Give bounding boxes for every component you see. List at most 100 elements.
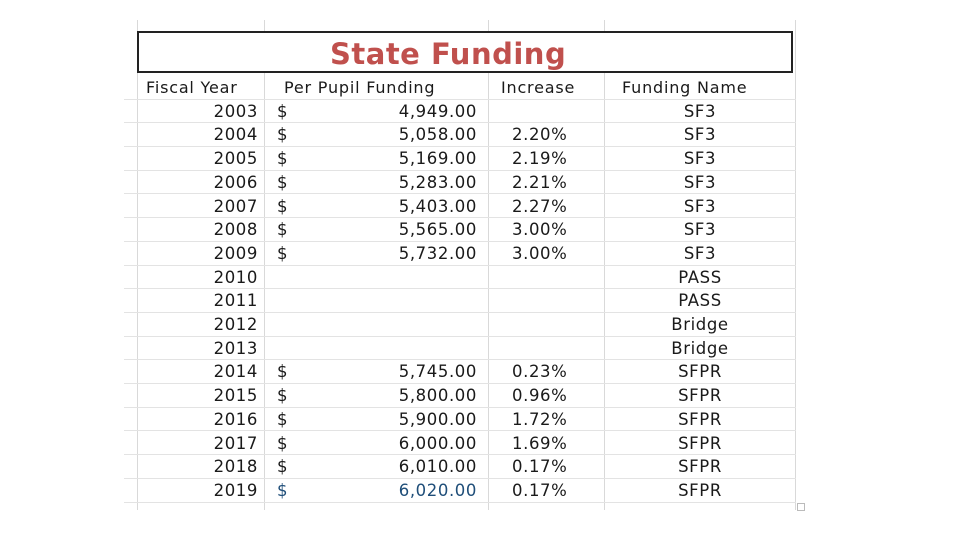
cell-per-pupil-amount[interactable]: 5,283.00 <box>398 172 477 192</box>
cell-increase[interactable]: 0.17% <box>512 480 568 500</box>
cell-fiscal-year[interactable]: 2018 <box>213 457 258 477</box>
cell-per-pupil-amount[interactable] <box>324 313 477 337</box>
cell-fiscal-year[interactable]: 2010 <box>213 267 258 287</box>
table-row: 2006 $5,283.00 2.21% SF3 <box>124 171 796 195</box>
cell-funding-name[interactable]: SF3 <box>683 101 717 121</box>
table-row: 2004 $5,058.00 2.20% SF3 <box>124 123 796 148</box>
cell-fiscal-year[interactable]: 2005 <box>213 149 258 169</box>
cell-funding-name[interactable]: Bridge <box>671 315 729 334</box>
cell-dollar-sign[interactable]: $ <box>277 386 289 406</box>
cell-increase[interactable]: 2.20% <box>512 125 568 145</box>
table-row: 2017 $6,000.00 1.69% SFPR <box>124 432 796 456</box>
cell-funding-name[interactable]: SFPR <box>678 480 722 500</box>
table-row: 2013 Bridge <box>124 337 796 361</box>
cell-increase[interactable]: 0.23% <box>512 362 568 382</box>
cell-per-pupil-amount[interactable]: 5,403.00 <box>398 196 477 216</box>
table-row: 2005 $5,169.00 2.19% SF3 <box>124 147 796 171</box>
table-row: 2015 $5,800.00 0.96% SFPR <box>124 384 796 408</box>
table-row: 2009 $5,732.00 3.00% SF3 <box>124 242 796 266</box>
cell-increase[interactable]: 3.00% <box>512 220 568 240</box>
cell-funding-name[interactable]: SF3 <box>683 172 717 192</box>
cell-dollar-sign[interactable]: $ <box>277 433 289 453</box>
cell-increase[interactable]: 2.19% <box>512 149 568 169</box>
cell-per-pupil-amount[interactable]: 5,900.00 <box>398 409 477 429</box>
cell-dollar-sign[interactable]: $ <box>277 220 289 240</box>
cell-funding-name[interactable]: SF3 <box>683 125 717 145</box>
cell-fiscal-year[interactable]: 2019 <box>213 480 258 500</box>
table-row: 2014 $5,745.00 0.23% SFPR <box>124 360 796 385</box>
header-funding-name[interactable]: Funding Name <box>622 78 748 97</box>
cell-fiscal-year[interactable]: 2011 <box>213 291 258 311</box>
cell-per-pupil-amount[interactable]: 6,000.00 <box>398 433 477 453</box>
header-per-pupil-funding[interactable]: Per Pupil Funding <box>284 78 436 97</box>
cell-dollar-sign[interactable]: $ <box>277 409 289 429</box>
cell-fiscal-year[interactable]: 2012 <box>213 315 258 334</box>
cell-per-pupil-amount[interactable]: 5,732.00 <box>398 243 477 263</box>
cell-per-pupil-amount[interactable] <box>324 266 477 290</box>
cell-per-pupil-amount[interactable]: 5,565.00 <box>398 220 477 240</box>
cell-funding-name[interactable]: SFPR <box>678 362 722 382</box>
cell-per-pupil-amount[interactable]: 5,058.00 <box>398 125 477 145</box>
cell-funding-name[interactable]: Bridge <box>671 338 729 358</box>
title-merged-cell[interactable] <box>137 31 793 73</box>
table-row: 2011 PASS <box>124 289 796 313</box>
cell-per-pupil-amount[interactable]: 6,010.00 <box>398 457 477 477</box>
cell-per-pupil-amount[interactable]: 5,169.00 <box>398 149 477 169</box>
cell-funding-name[interactable]: SF3 <box>683 196 717 216</box>
cell-per-pupil-amount[interactable]: 5,800.00 <box>398 386 477 406</box>
cell-dollar-sign[interactable]: $ <box>277 196 289 216</box>
cell-dollar-sign[interactable]: $ <box>277 362 289 382</box>
autofill-handle[interactable] <box>797 503 805 511</box>
table-row: 2007 $5,403.00 2.27% SF3 <box>124 195 796 219</box>
header-increase[interactable]: Increase <box>501 78 576 97</box>
cell-increase[interactable]: 3.00% <box>512 243 568 263</box>
sheet-title: State Funding <box>330 37 567 71</box>
cell-per-pupil-amount[interactable] <box>324 289 477 313</box>
cell-funding-name[interactable]: SF3 <box>683 220 717 240</box>
cell-fiscal-year[interactable]: 2007 <box>213 196 258 216</box>
header-fiscal-year[interactable]: Fiscal Year <box>146 78 238 97</box>
header-row: Fiscal Year Per Pupil Funding Increase F… <box>124 76 796 100</box>
cell-funding-name[interactable]: PASS <box>678 267 722 287</box>
cell-per-pupil-amount[interactable]: 5,745.00 <box>398 362 477 382</box>
table-row: 2012 Bridge <box>124 313 796 337</box>
cell-funding-name[interactable]: SF3 <box>683 149 717 169</box>
cell-funding-name[interactable]: SFPR <box>678 409 722 429</box>
cell-fiscal-year[interactable]: 2009 <box>213 243 258 263</box>
cell-funding-name[interactable]: SFPR <box>678 457 722 477</box>
table-row: 2010 PASS <box>124 266 796 290</box>
cell-per-pupil-amount[interactable] <box>324 337 477 361</box>
table-row: 2018 $6,010.00 0.17% SFPR <box>124 455 796 479</box>
cell-fiscal-year[interactable]: 2008 <box>213 220 258 240</box>
cell-fiscal-year[interactable]: 2016 <box>213 409 258 429</box>
cell-funding-name[interactable]: SF3 <box>683 243 717 263</box>
cell-fiscal-year[interactable]: 2003 <box>213 101 258 121</box>
cell-funding-name[interactable]: SFPR <box>678 433 722 453</box>
cell-per-pupil-amount[interactable]: 6,020.00 <box>398 480 477 500</box>
table-row: 2019 $6,020.00 0.17% SFPR <box>124 479 796 503</box>
cell-increase[interactable]: 1.69% <box>512 433 568 453</box>
cell-fiscal-year[interactable]: 2017 <box>213 433 258 453</box>
cell-dollar-sign[interactable]: $ <box>277 243 289 263</box>
cell-fiscal-year[interactable]: 2014 <box>213 362 258 382</box>
cell-dollar-sign[interactable]: $ <box>277 480 289 500</box>
cell-dollar-sign[interactable]: $ <box>277 149 289 169</box>
cell-fiscal-year[interactable]: 2006 <box>213 172 258 192</box>
cell-increase[interactable]: 1.72% <box>512 409 568 429</box>
cell-increase[interactable]: 0.96% <box>512 386 568 406</box>
table-row: 2016 $5,900.00 1.72% SFPR <box>124 408 796 432</box>
cell-dollar-sign[interactable]: $ <box>277 172 289 192</box>
cell-dollar-sign[interactable]: $ <box>277 125 289 145</box>
cell-fiscal-year[interactable]: 2004 <box>213 125 258 145</box>
cell-fiscal-year[interactable]: 2013 <box>213 338 258 358</box>
cell-increase[interactable]: 2.27% <box>512 196 568 216</box>
cell-funding-name[interactable]: SFPR <box>678 386 722 406</box>
cell-funding-name[interactable]: PASS <box>678 291 722 311</box>
table-row: 2008 $5,565.00 3.00% SF3 <box>124 218 796 242</box>
cell-dollar-sign[interactable]: $ <box>277 457 289 477</box>
cell-dollar-sign[interactable]: $ <box>277 101 289 121</box>
cell-per-pupil-amount[interactable]: 4,949.00 <box>398 101 477 121</box>
cell-fiscal-year[interactable]: 2015 <box>213 386 258 406</box>
cell-increase[interactable]: 0.17% <box>512 457 568 477</box>
cell-increase[interactable]: 2.21% <box>512 172 568 192</box>
